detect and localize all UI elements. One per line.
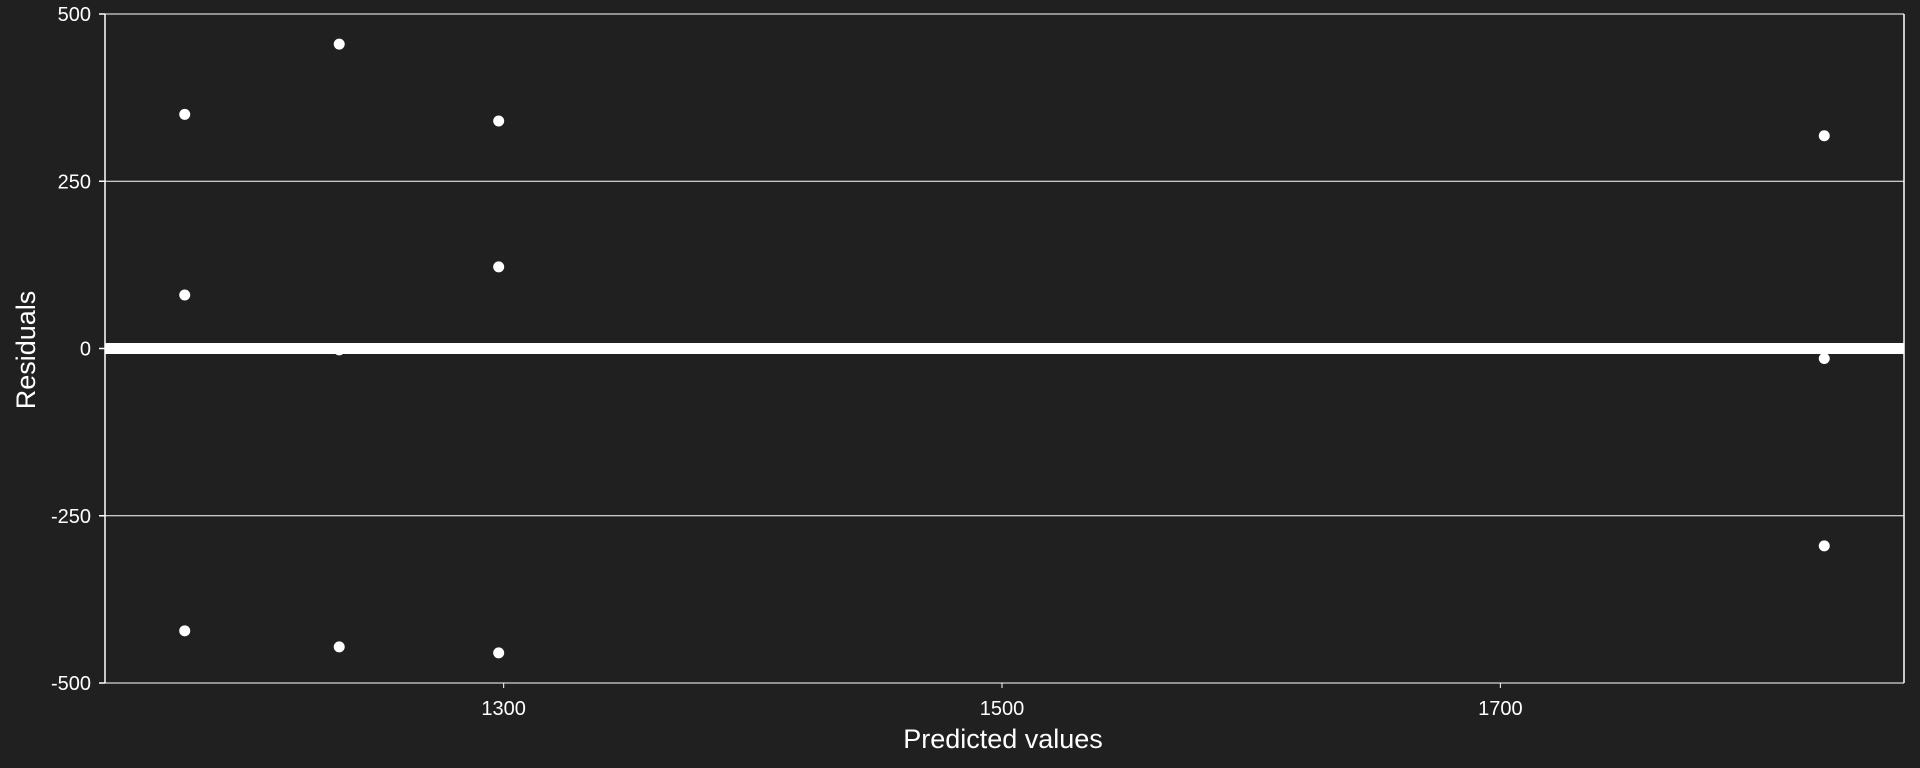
data-point	[1818, 353, 1830, 365]
y-tick-label: 0	[80, 339, 91, 361]
y-axis-title: Residuals	[11, 291, 41, 410]
grid-lines	[105, 13, 1904, 684]
x-tick-label: 1500	[980, 698, 1025, 720]
data-point	[493, 261, 505, 273]
data-point	[493, 115, 505, 127]
y-tick-label: -500	[51, 673, 91, 695]
x-tick-label: 1300	[481, 698, 526, 720]
data-point	[1818, 130, 1830, 142]
x-tick-label: 1700	[1478, 698, 1523, 720]
x-tick-labels: 1300 1500 1700	[481, 683, 1523, 720]
y-tick-labels: -500 -250 0 250 500	[51, 4, 105, 695]
data-point	[333, 38, 345, 50]
x-axis-title: Predicted values	[903, 724, 1103, 754]
data-points	[179, 38, 1830, 659]
data-point	[333, 344, 345, 356]
data-point	[333, 641, 345, 653]
y-tick-label: -250	[51, 506, 91, 528]
data-point	[179, 108, 191, 120]
data-point	[179, 625, 191, 637]
y-tick-label: 250	[58, 171, 91, 193]
data-point	[1818, 540, 1830, 552]
data-point	[493, 647, 505, 659]
y-tick-label: 500	[58, 4, 91, 26]
data-point	[179, 289, 191, 301]
